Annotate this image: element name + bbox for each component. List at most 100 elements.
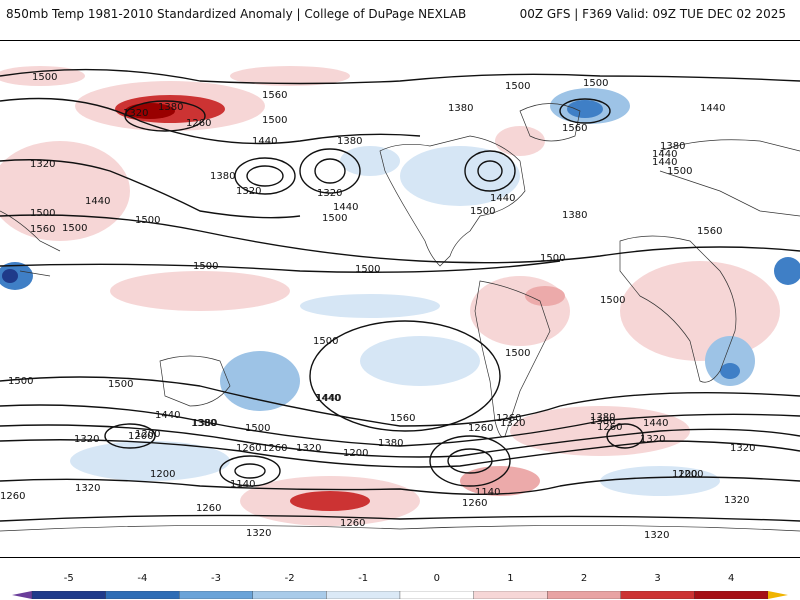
contour-label: 1260	[597, 422, 622, 433]
contour-line	[0, 214, 800, 264]
contour-label: 1260	[0, 491, 25, 502]
contour-label: 1320	[730, 443, 755, 454]
contour-label: 1380	[191, 418, 216, 429]
contour-label: 1440	[315, 393, 340, 404]
cool-anomaly	[220, 351, 300, 411]
colorbar-segment	[473, 591, 548, 599]
contour-label: 1140	[230, 479, 255, 490]
closed-contour	[104, 423, 156, 449]
cool-anomaly	[705, 336, 755, 386]
height-contours	[0, 68, 800, 522]
contour-label: 1500	[600, 295, 625, 306]
contour-label: 1500	[470, 206, 495, 217]
contour-label: 1440	[700, 103, 725, 114]
contour-label: 1500	[540, 253, 565, 264]
colorbar-scale	[12, 591, 788, 599]
asia-east-coast	[0, 210, 61, 277]
contour-label: 1320	[724, 495, 749, 506]
hot-anomaly	[525, 286, 565, 306]
closed-contour	[559, 98, 611, 124]
contour-label: 1320	[640, 434, 665, 445]
contour-line	[0, 260, 561, 273]
contour-label: 1500	[505, 348, 530, 359]
australia-coast	[159, 355, 231, 407]
closed-contour	[234, 463, 266, 479]
colorbar: -5-4-3-2-1012345	[0, 573, 800, 600]
contour-label: 1440	[155, 410, 180, 421]
warm-anomaly	[460, 466, 540, 496]
contour-line	[0, 68, 800, 85]
contour-label: 1260	[340, 518, 365, 529]
colorbar-tick-label: 2	[580, 573, 588, 584]
contour-label: 1440	[333, 202, 358, 213]
warm-anomaly	[230, 66, 350, 86]
contour-label-group: 1500 1560 1500 1380 1320 1260 1440 1320 …	[0, 72, 755, 541]
contour-label: 1200	[672, 469, 697, 480]
contour-label: 1500	[193, 261, 218, 272]
contour-label: 1260	[462, 498, 487, 509]
contour-label: 1560	[262, 90, 287, 101]
contour-label: 1500	[62, 223, 87, 234]
contour-label: 1380	[337, 136, 362, 147]
north-america-coast	[379, 135, 526, 267]
colorbar-segment	[768, 591, 788, 599]
cold-anomaly	[774, 257, 800, 285]
contour-label: 1500	[108, 379, 133, 390]
africa-coast	[619, 235, 737, 383]
contour-label: 1500	[313, 336, 338, 347]
contour-label: 1560	[562, 123, 587, 134]
warm-anomaly	[470, 276, 570, 346]
contour-label: 1380	[158, 102, 183, 113]
contour-line	[0, 476, 800, 496]
cool-anomaly	[600, 466, 720, 496]
contour-label: 1380	[562, 210, 587, 221]
map-panel[interactable]: 1500 1560 1500 1380 1320 1260 1440 1320 …	[0, 40, 800, 558]
contour-label: 1260	[236, 443, 261, 454]
antarctica-coast	[0, 525, 800, 532]
colorbar-segment	[326, 591, 401, 599]
contour-label: 1560	[390, 413, 415, 424]
closed-contour	[314, 158, 346, 184]
contour-label: 1320	[246, 528, 271, 539]
contour-label: 1260	[496, 413, 521, 424]
strong-cold-anomaly	[2, 269, 18, 283]
colorbar-tick-label: 0	[433, 573, 440, 584]
contour-label: 1260	[196, 503, 221, 514]
contour-label: 1440	[490, 193, 515, 204]
map-title: 850mb Temp 1981-2010 Standardized Anomal…	[6, 7, 467, 21]
closed-contour	[234, 157, 296, 195]
coastlines	[0, 103, 800, 532]
contour-line	[0, 97, 421, 145]
contour-label: 1500	[505, 81, 530, 92]
colorbar-tick-label: 3	[654, 573, 661, 584]
contour-label: 1440	[252, 136, 277, 147]
colorbar-tick-label: 1	[507, 573, 514, 584]
colorbar-tick-label: -3	[211, 573, 221, 584]
contour-label: 1260	[186, 118, 211, 129]
colorbar-segment	[620, 591, 695, 599]
contour-line	[0, 404, 800, 447]
contour-label: 1440	[85, 196, 110, 207]
closed-contour	[124, 100, 206, 132]
colorbar-segment	[547, 591, 621, 599]
contour-label: 1320	[644, 530, 669, 541]
contour-label: 1500	[30, 208, 55, 219]
contour-label: 1380	[210, 171, 235, 182]
contour-label: 1200	[128, 431, 153, 442]
contour-label: 1500	[667, 166, 692, 177]
contour-label: 1440	[652, 149, 677, 160]
colorbar-tick-label: -2	[284, 573, 295, 584]
colorbar-segment	[252, 591, 327, 599]
contour-label: 1320	[296, 443, 321, 454]
cool-anomaly	[300, 294, 440, 318]
contour-label: 1200	[135, 429, 160, 440]
colorbar-tick-label: -1	[358, 573, 369, 584]
contour-label: 1500	[135, 215, 160, 226]
colorbar-segment	[105, 591, 180, 599]
cold-anomaly	[567, 100, 603, 118]
europe-asia-coast	[659, 139, 800, 217]
contour-label: 1560	[30, 224, 55, 235]
contour-label: 1380	[660, 141, 685, 152]
contour-label: 1500	[583, 78, 608, 89]
contour-label: 1380	[590, 412, 615, 423]
